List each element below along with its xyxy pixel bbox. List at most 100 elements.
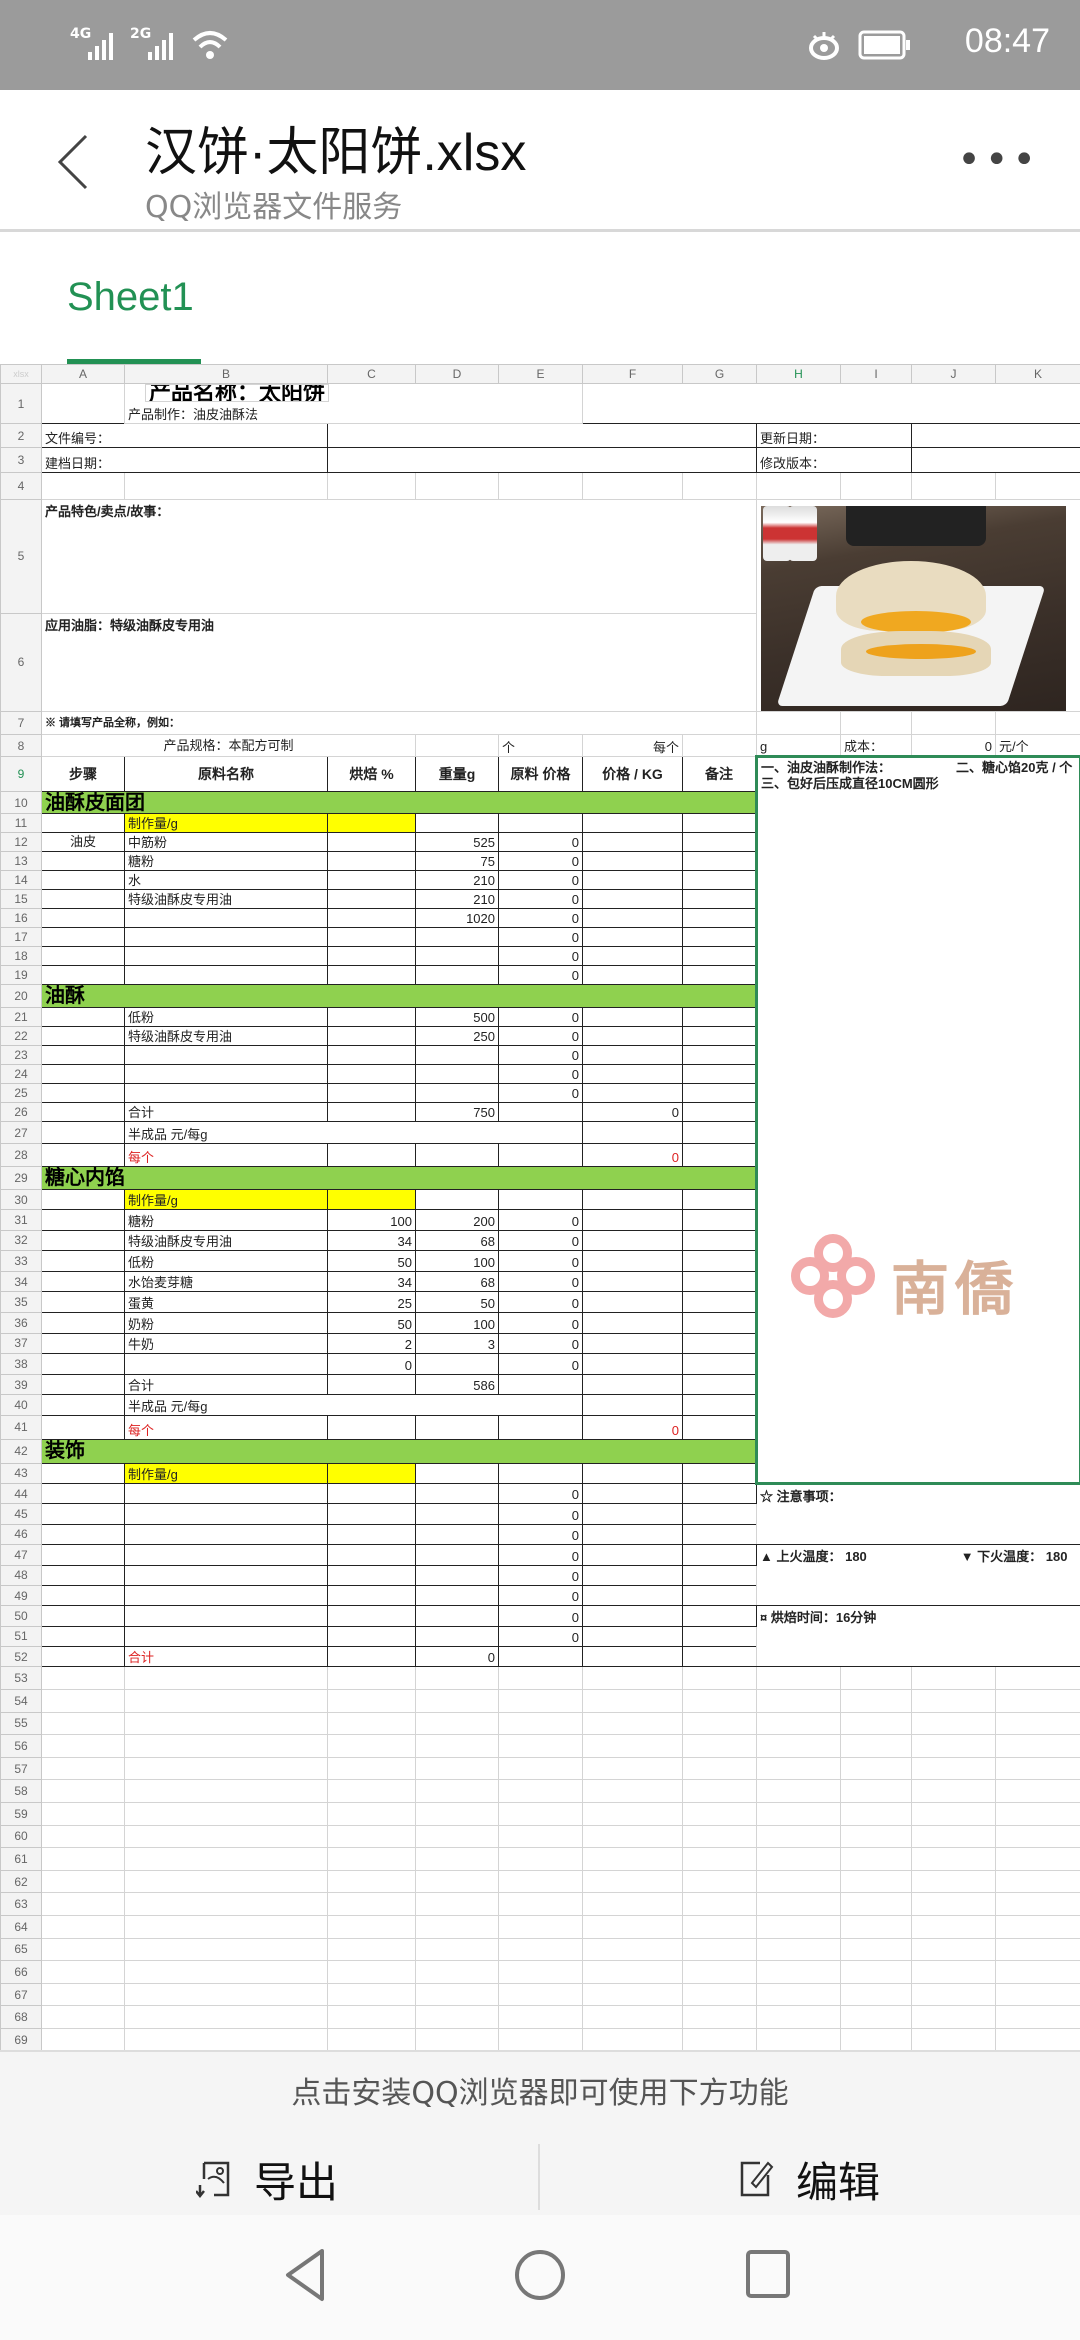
cell-F13[interactable] [582, 851, 683, 871]
cell-C13[interactable] [327, 851, 416, 871]
cell-F36[interactable] [582, 1311, 683, 1334]
cell-K58[interactable] [995, 1779, 1080, 1804]
cell-E38[interactable]: 0 [498, 1353, 583, 1375]
cell-D22[interactable]: 250 [415, 1026, 499, 1046]
cell-B19[interactable] [124, 965, 328, 985]
cell-E39[interactable] [498, 1373, 583, 1396]
row-header[interactable]: 7 [0, 711, 42, 735]
cell-C41[interactable] [327, 1414, 416, 1440]
cell-G30[interactable] [682, 1189, 757, 1210]
column-header-b[interactable]: B [124, 364, 328, 384]
cell-J61[interactable] [911, 1847, 996, 1871]
row-header[interactable]: 6 [0, 612, 42, 713]
row-header[interactable]: 62 [0, 1869, 42, 1894]
row-header[interactable]: 15 [0, 889, 42, 909]
cell-C44[interactable] [327, 1482, 416, 1505]
cell-A21[interactable] [41, 1007, 125, 1027]
cell-F59[interactable] [582, 1802, 683, 1826]
cell-E46[interactable]: 0 [498, 1523, 583, 1546]
cell-H1[interactable]: 产品制作：油皮油酥法 [124, 383, 583, 424]
cell-D57[interactable] [415, 1756, 499, 1781]
cell-D33[interactable]: 100 [415, 1250, 499, 1272]
cell-C4[interactable] [327, 472, 416, 500]
cell-D31[interactable]: 200 [415, 1209, 499, 1231]
cell-K66[interactable] [995, 1960, 1080, 1984]
cell-B37[interactable]: 牛奶 [124, 1332, 328, 1355]
row-header[interactable]: 66 [0, 1960, 42, 1984]
export-button[interactable]: 导出 [196, 2134, 338, 2224]
cell-E35[interactable]: 0 [498, 1291, 583, 1313]
cell-J56[interactable] [911, 1734, 996, 1758]
row-header[interactable]: 65 [0, 1937, 42, 1962]
cell-G40[interactable] [682, 1394, 757, 1416]
cell-F64[interactable] [582, 1914, 683, 1939]
cell-J63[interactable] [911, 1892, 996, 1916]
cell-G52[interactable] [682, 1646, 757, 1668]
cell-F58[interactable] [582, 1779, 683, 1804]
cell-K7[interactable] [995, 711, 1080, 735]
cell-C39[interactable] [327, 1373, 416, 1396]
cell-D25[interactable] [415, 1083, 499, 1103]
cell-B60[interactable] [124, 1824, 328, 1849]
cell-H53[interactable] [756, 1666, 841, 1691]
method-notes-panel[interactable]: 一、油皮油酥制作法： 二、糖心馅20克 / 个 三、包好后压成直径10CM圆形 [755, 755, 1080, 1485]
cell-H65[interactable] [756, 1937, 841, 1962]
cell-F63[interactable] [582, 1892, 683, 1916]
cell-D23[interactable] [415, 1045, 499, 1065]
cell-F60[interactable] [582, 1824, 683, 1849]
row-header[interactable]: 16 [0, 908, 42, 928]
cell-B47[interactable] [124, 1544, 328, 1566]
section-header[interactable]: 装饰 [41, 1438, 757, 1464]
cell-G19[interactable] [682, 965, 757, 985]
cell-E67[interactable] [498, 1982, 583, 2007]
cell-B66[interactable] [124, 1960, 328, 1984]
row-header[interactable]: 53 [0, 1666, 42, 1691]
cell-G11[interactable] [682, 813, 757, 833]
cell-A56[interactable] [41, 1734, 125, 1758]
cell-C36[interactable]: 50 [327, 1311, 416, 1334]
cell-I55[interactable] [840, 1711, 912, 1736]
cell-E15[interactable]: 0 [498, 889, 583, 909]
cell-G68[interactable] [682, 2005, 757, 2029]
cell-D67[interactable] [415, 1982, 499, 2007]
cell-A24[interactable] [41, 1064, 125, 1084]
cell-J59[interactable] [911, 1802, 996, 1826]
cell-E22[interactable]: 0 [498, 1026, 583, 1046]
cell-F65[interactable] [582, 1937, 683, 1962]
cell-B55[interactable] [124, 1711, 328, 1736]
cell-B15[interactable]: 特级油酥皮专用油 [124, 889, 328, 909]
cell-J57[interactable] [911, 1756, 996, 1781]
cell-H62[interactable] [756, 1869, 841, 1894]
cell-A5[interactable]: 产品特色/卖点/故事： [41, 499, 757, 614]
cell-G36[interactable] [682, 1311, 757, 1334]
cell-C33[interactable]: 50 [327, 1250, 416, 1272]
cell-G43[interactable] [682, 1462, 757, 1484]
cell-C66[interactable] [327, 1960, 416, 1984]
cell-A23[interactable] [41, 1045, 125, 1065]
cell-A46[interactable] [41, 1523, 125, 1546]
cell-D26[interactable]: 750 [415, 1102, 499, 1122]
row-header[interactable]: 64 [0, 1914, 42, 1939]
cell-G8[interactable] [682, 734, 757, 757]
cell-A37[interactable] [41, 1332, 125, 1355]
cell-F47[interactable] [582, 1544, 683, 1566]
section-header[interactable]: 糖心内馅 [41, 1166, 757, 1190]
cell-D43[interactable] [415, 1462, 499, 1484]
cell-F8[interactable]: 每个 [582, 734, 683, 757]
cell-C34[interactable]: 34 [327, 1270, 416, 1293]
cell-E41[interactable] [498, 1414, 583, 1440]
cell-D30[interactable] [415, 1189, 499, 1210]
cell-F26[interactable]: 0 [582, 1102, 683, 1122]
cell-B33[interactable]: 低粉 [124, 1250, 328, 1272]
cell-K63[interactable] [995, 1892, 1080, 1916]
cell-F61[interactable] [582, 1847, 683, 1871]
cell-I58[interactable] [840, 1779, 912, 1804]
cell-I61[interactable] [840, 1847, 912, 1871]
cell-B28[interactable]: 每个 [124, 1143, 328, 1167]
cell-F15[interactable] [582, 889, 683, 909]
row-header[interactable]: 5 [0, 499, 42, 614]
cell-A22[interactable] [41, 1026, 125, 1046]
cell-B65[interactable] [124, 1937, 328, 1962]
row-header[interactable]: 11 [0, 813, 42, 833]
column-title[interactable]: 步骤 [41, 756, 125, 792]
